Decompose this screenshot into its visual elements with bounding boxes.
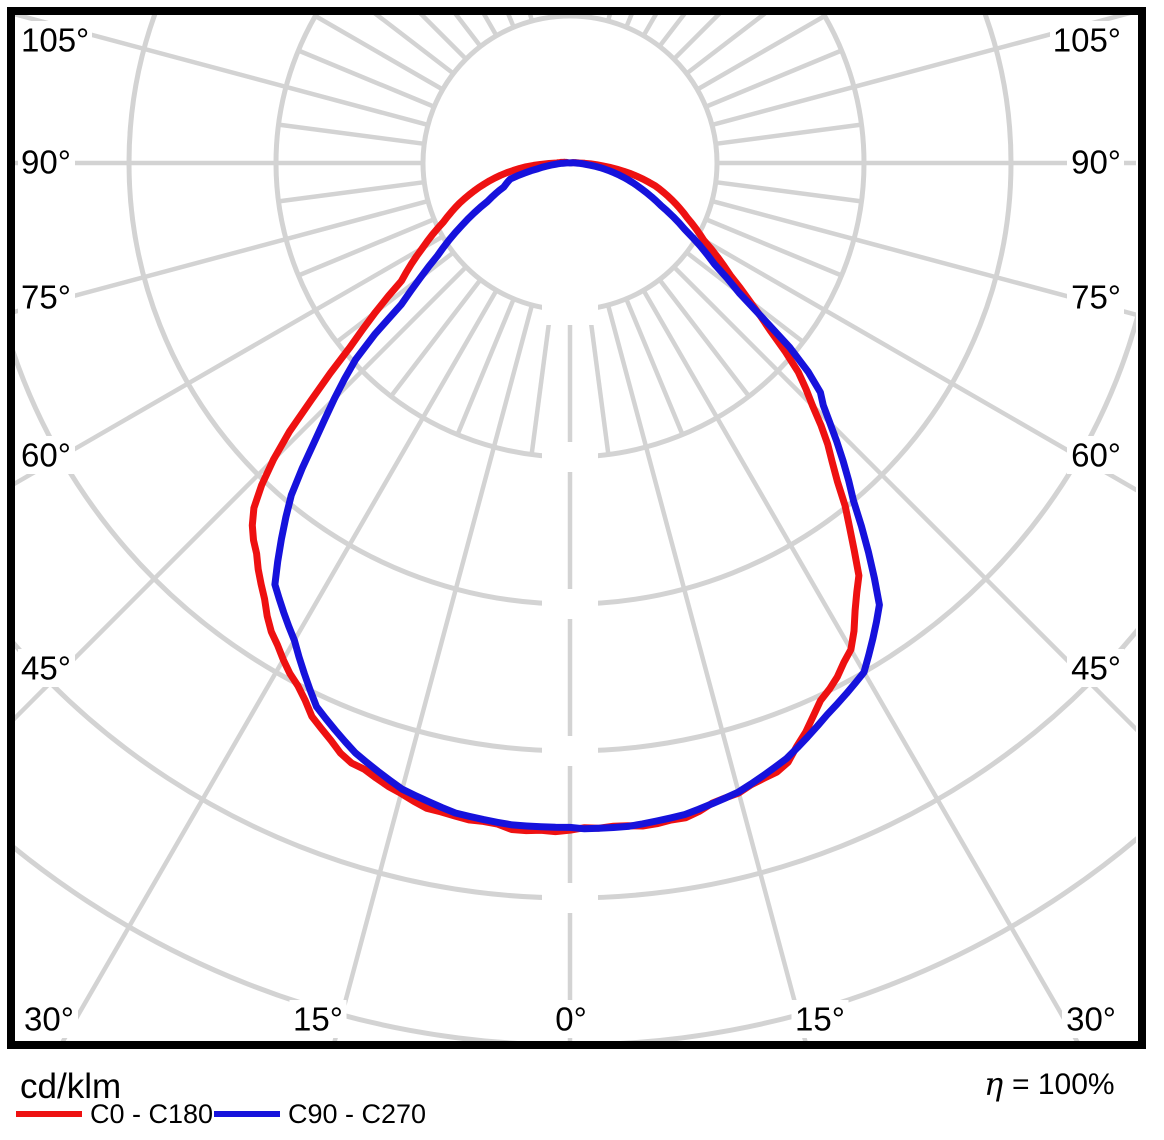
curve-c90-c270	[271, 159, 883, 833]
grid-spoke-minor	[704, 217, 843, 278]
angle-label: 105°	[21, 22, 89, 59]
angle-label-patch	[18, 21, 92, 59]
grid-spoke-minor	[657, 278, 751, 398]
angle-label-patch	[1067, 649, 1124, 687]
grid-spoke-minor	[314, 15, 444, 92]
grid-spoke-minor	[335, 250, 455, 344]
ring-value-box	[542, 442, 598, 472]
angle-label-patch	[18, 649, 75, 687]
angle-label: 30°	[1066, 1001, 1116, 1038]
grid-spoke-major	[15, 15, 429, 128]
grid-spoke-minor	[278, 122, 425, 147]
grid-spoke-major	[59, 289, 499, 1042]
grid-spoke-major	[15, 265, 468, 722]
grid-spoke-major	[711, 15, 1132, 128]
ring-value-box	[542, 295, 598, 325]
angle-label: 45°	[21, 650, 71, 687]
unit-label: cd/klm	[20, 1067, 121, 1106]
angle-label: 0°	[555, 1001, 587, 1038]
angle-label: 15°	[795, 1001, 845, 1038]
grid-spoke-minor	[373, 15, 455, 76]
grid-spoke-minor	[672, 15, 722, 61]
angle-label: 90°	[21, 144, 71, 181]
angle-labels: 105° 90° 75° 60° 45° 105° 90° 75° 60° 45° 30° 15° 0°…	[18, 21, 1124, 1038]
angle-label: 75°	[21, 279, 71, 316]
grid-spoke-minor	[685, 15, 767, 76]
grid-spoke-major	[641, 289, 1081, 1042]
legend-label-c90-c270: C90 - C270	[288, 1099, 426, 1129]
angle-label: 15°	[293, 1001, 343, 1038]
grid-spoke-minor	[696, 15, 826, 92]
ring-value-box	[542, 736, 598, 766]
grid-ring	[15, 312, 1136, 754]
angle-label-patch	[1062, 1000, 1119, 1038]
grid-spoke-minor	[586, 308, 611, 455]
legend-label-c0-c180: C0 - C180	[90, 1099, 213, 1129]
angle-label: 60°	[1071, 437, 1121, 474]
ring-value-box	[542, 589, 598, 619]
grid-spoke-minor	[715, 122, 862, 147]
grid-spoke-minor	[389, 278, 483, 398]
grid-spoke-minor	[704, 48, 843, 109]
angle-label-patch	[551, 1000, 591, 1038]
angle-label-patch	[18, 143, 75, 181]
plot-frame	[7, 7, 1146, 1049]
grid-spoke-minor	[297, 48, 436, 109]
grid-spoke-minor	[297, 217, 436, 278]
angle-label-patch	[18, 278, 75, 316]
angle-label-patch	[1067, 278, 1124, 316]
angle-label: 30°	[24, 1001, 74, 1038]
ring-value-box	[542, 883, 598, 913]
efficiency-value: = 100%	[1012, 1068, 1115, 1101]
angle-label: 105°	[1053, 22, 1121, 59]
grid-spoke-minor	[418, 15, 468, 61]
angle-label: 90°	[1071, 144, 1121, 181]
grid-spoke-major	[696, 234, 1136, 493]
angle-label-patch	[18, 436, 75, 474]
grid-spoke-minor	[455, 297, 516, 436]
angle-label-patch	[791, 1000, 849, 1038]
angle-label: 75°	[1071, 279, 1121, 316]
angle-label: 60°	[21, 437, 71, 474]
ring-value-boxes	[542, 295, 598, 913]
angle-label-patch	[1067, 143, 1124, 181]
grid-spoke-major	[15, 234, 444, 487]
angle-label-patch	[289, 1000, 347, 1038]
angle-label-patch	[21, 1000, 78, 1038]
angle-label-patch	[1067, 436, 1124, 474]
grid-spoke-major	[15, 198, 429, 315]
angle-label: 45°	[1071, 650, 1121, 687]
grid-spoke-minor	[529, 308, 554, 455]
efficiency-symbol: η	[984, 1065, 1003, 1103]
curve-c0-c180	[248, 158, 863, 836]
grid-spoke-minor	[715, 179, 862, 204]
grid-spoke-major	[605, 304, 808, 1042]
grid-spoke-minor	[624, 297, 685, 436]
grid-spoke-minor	[453, 15, 483, 48]
grid-spoke-minor	[657, 15, 687, 48]
grid-spoke-major	[711, 198, 1136, 317]
intensity-curves	[248, 158, 883, 836]
grid-spoke-major	[332, 304, 535, 1042]
angle-label-patch	[1050, 21, 1124, 59]
grid-spoke-minor	[278, 179, 425, 204]
